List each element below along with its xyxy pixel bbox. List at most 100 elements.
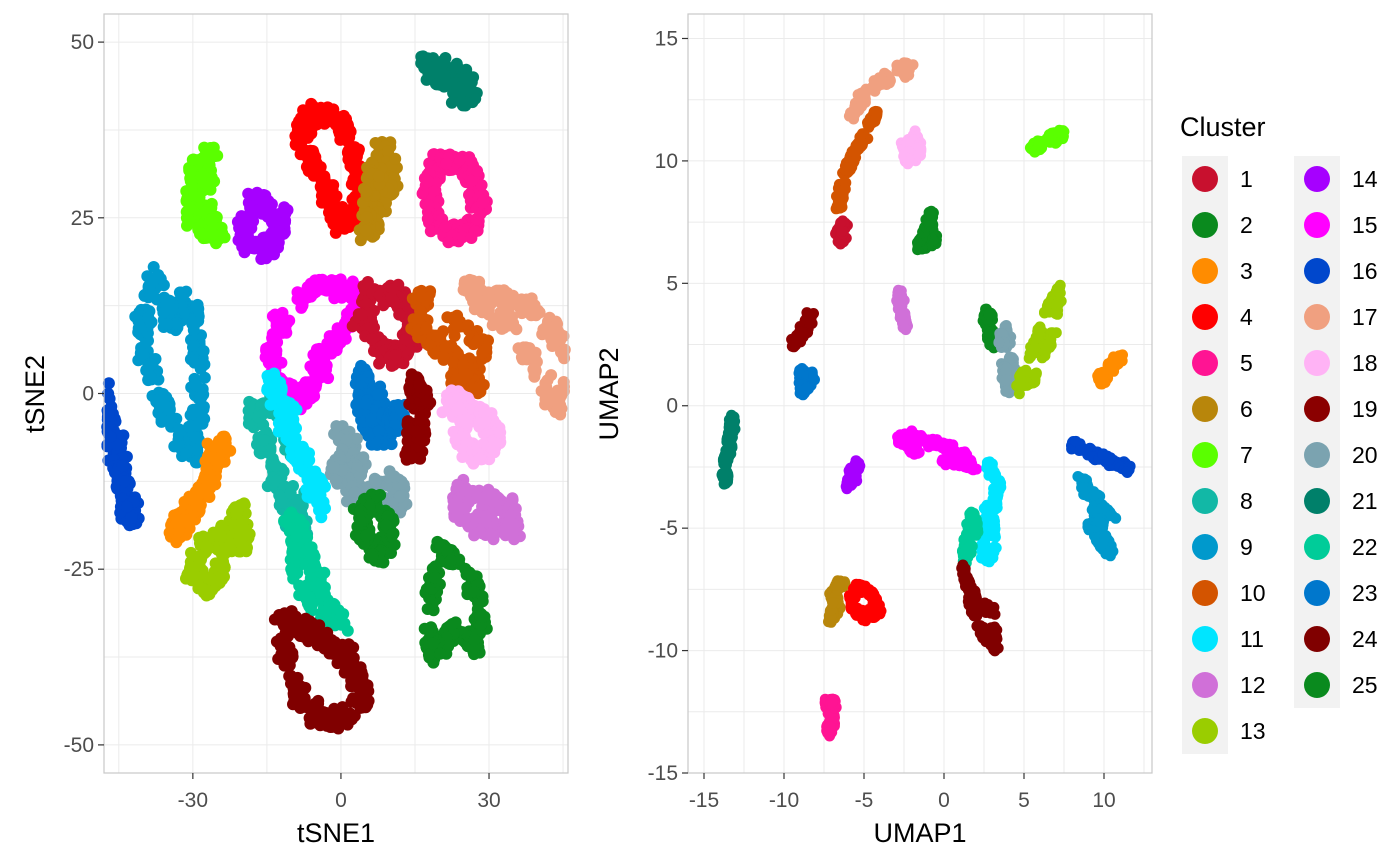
point [355, 359, 368, 372]
point [182, 204, 195, 217]
point [207, 228, 219, 241]
point [499, 308, 512, 321]
point [451, 319, 464, 332]
point [193, 406, 206, 419]
point [191, 444, 204, 457]
point [268, 367, 281, 380]
point [118, 475, 131, 488]
point [102, 377, 115, 390]
point [116, 459, 129, 472]
point [453, 153, 466, 166]
point [241, 212, 254, 225]
point [320, 107, 333, 120]
point [318, 117, 331, 130]
point [360, 185, 373, 198]
tsne-points [101, 50, 571, 735]
point [473, 452, 486, 465]
point [147, 275, 160, 288]
point [279, 216, 291, 229]
point [409, 425, 422, 438]
point [224, 444, 237, 457]
point [461, 368, 474, 381]
point [538, 325, 551, 338]
point [393, 308, 406, 321]
point [190, 300, 203, 313]
point [430, 78, 443, 91]
point [205, 171, 218, 184]
point [300, 160, 313, 173]
point [281, 204, 294, 216]
point [460, 413, 473, 426]
point [440, 157, 453, 170]
point [350, 170, 363, 183]
point [185, 165, 198, 178]
point [308, 469, 321, 482]
point [185, 180, 198, 193]
point [155, 413, 168, 426]
point [143, 369, 156, 382]
point [371, 388, 384, 401]
point [413, 378, 426, 391]
point [372, 170, 385, 183]
point [277, 227, 290, 240]
point [412, 312, 425, 324]
point [161, 318, 174, 330]
point [385, 291, 398, 304]
point [259, 249, 272, 262]
point [193, 191, 206, 204]
point [264, 354, 277, 367]
point [473, 385, 486, 398]
point [397, 478, 410, 491]
point [323, 338, 336, 351]
point [389, 349, 402, 362]
point [257, 434, 270, 447]
point [187, 324, 200, 337]
point [476, 196, 489, 209]
point [285, 413, 298, 426]
point [487, 436, 500, 449]
point [125, 511, 138, 524]
point [165, 302, 178, 315]
cluster-5-points [416, 148, 493, 249]
point [442, 236, 455, 249]
point [302, 284, 315, 297]
point [424, 225, 437, 238]
point [329, 474, 342, 487]
point [445, 96, 458, 109]
point [134, 321, 147, 334]
point [465, 155, 478, 168]
cluster-21-points [415, 50, 483, 112]
point [448, 329, 461, 342]
point [472, 334, 484, 347]
point [269, 459, 282, 472]
point [291, 124, 304, 137]
point [422, 175, 435, 188]
point [441, 311, 454, 324]
point [328, 461, 340, 474]
point [262, 195, 275, 208]
point [216, 227, 229, 240]
point [142, 311, 155, 324]
point [198, 371, 211, 384]
point [462, 319, 475, 332]
point [189, 431, 202, 444]
point [275, 356, 288, 369]
point [304, 392, 317, 405]
point [365, 413, 377, 426]
point [170, 536, 183, 549]
point [303, 454, 316, 467]
point [415, 50, 428, 63]
point [478, 406, 491, 419]
point [465, 174, 478, 187]
point [365, 333, 378, 346]
point [189, 379, 202, 392]
point [405, 451, 418, 464]
point [197, 345, 210, 357]
point [439, 220, 452, 233]
point [359, 224, 372, 237]
point [330, 218, 343, 230]
point [184, 513, 196, 526]
point [551, 324, 564, 337]
